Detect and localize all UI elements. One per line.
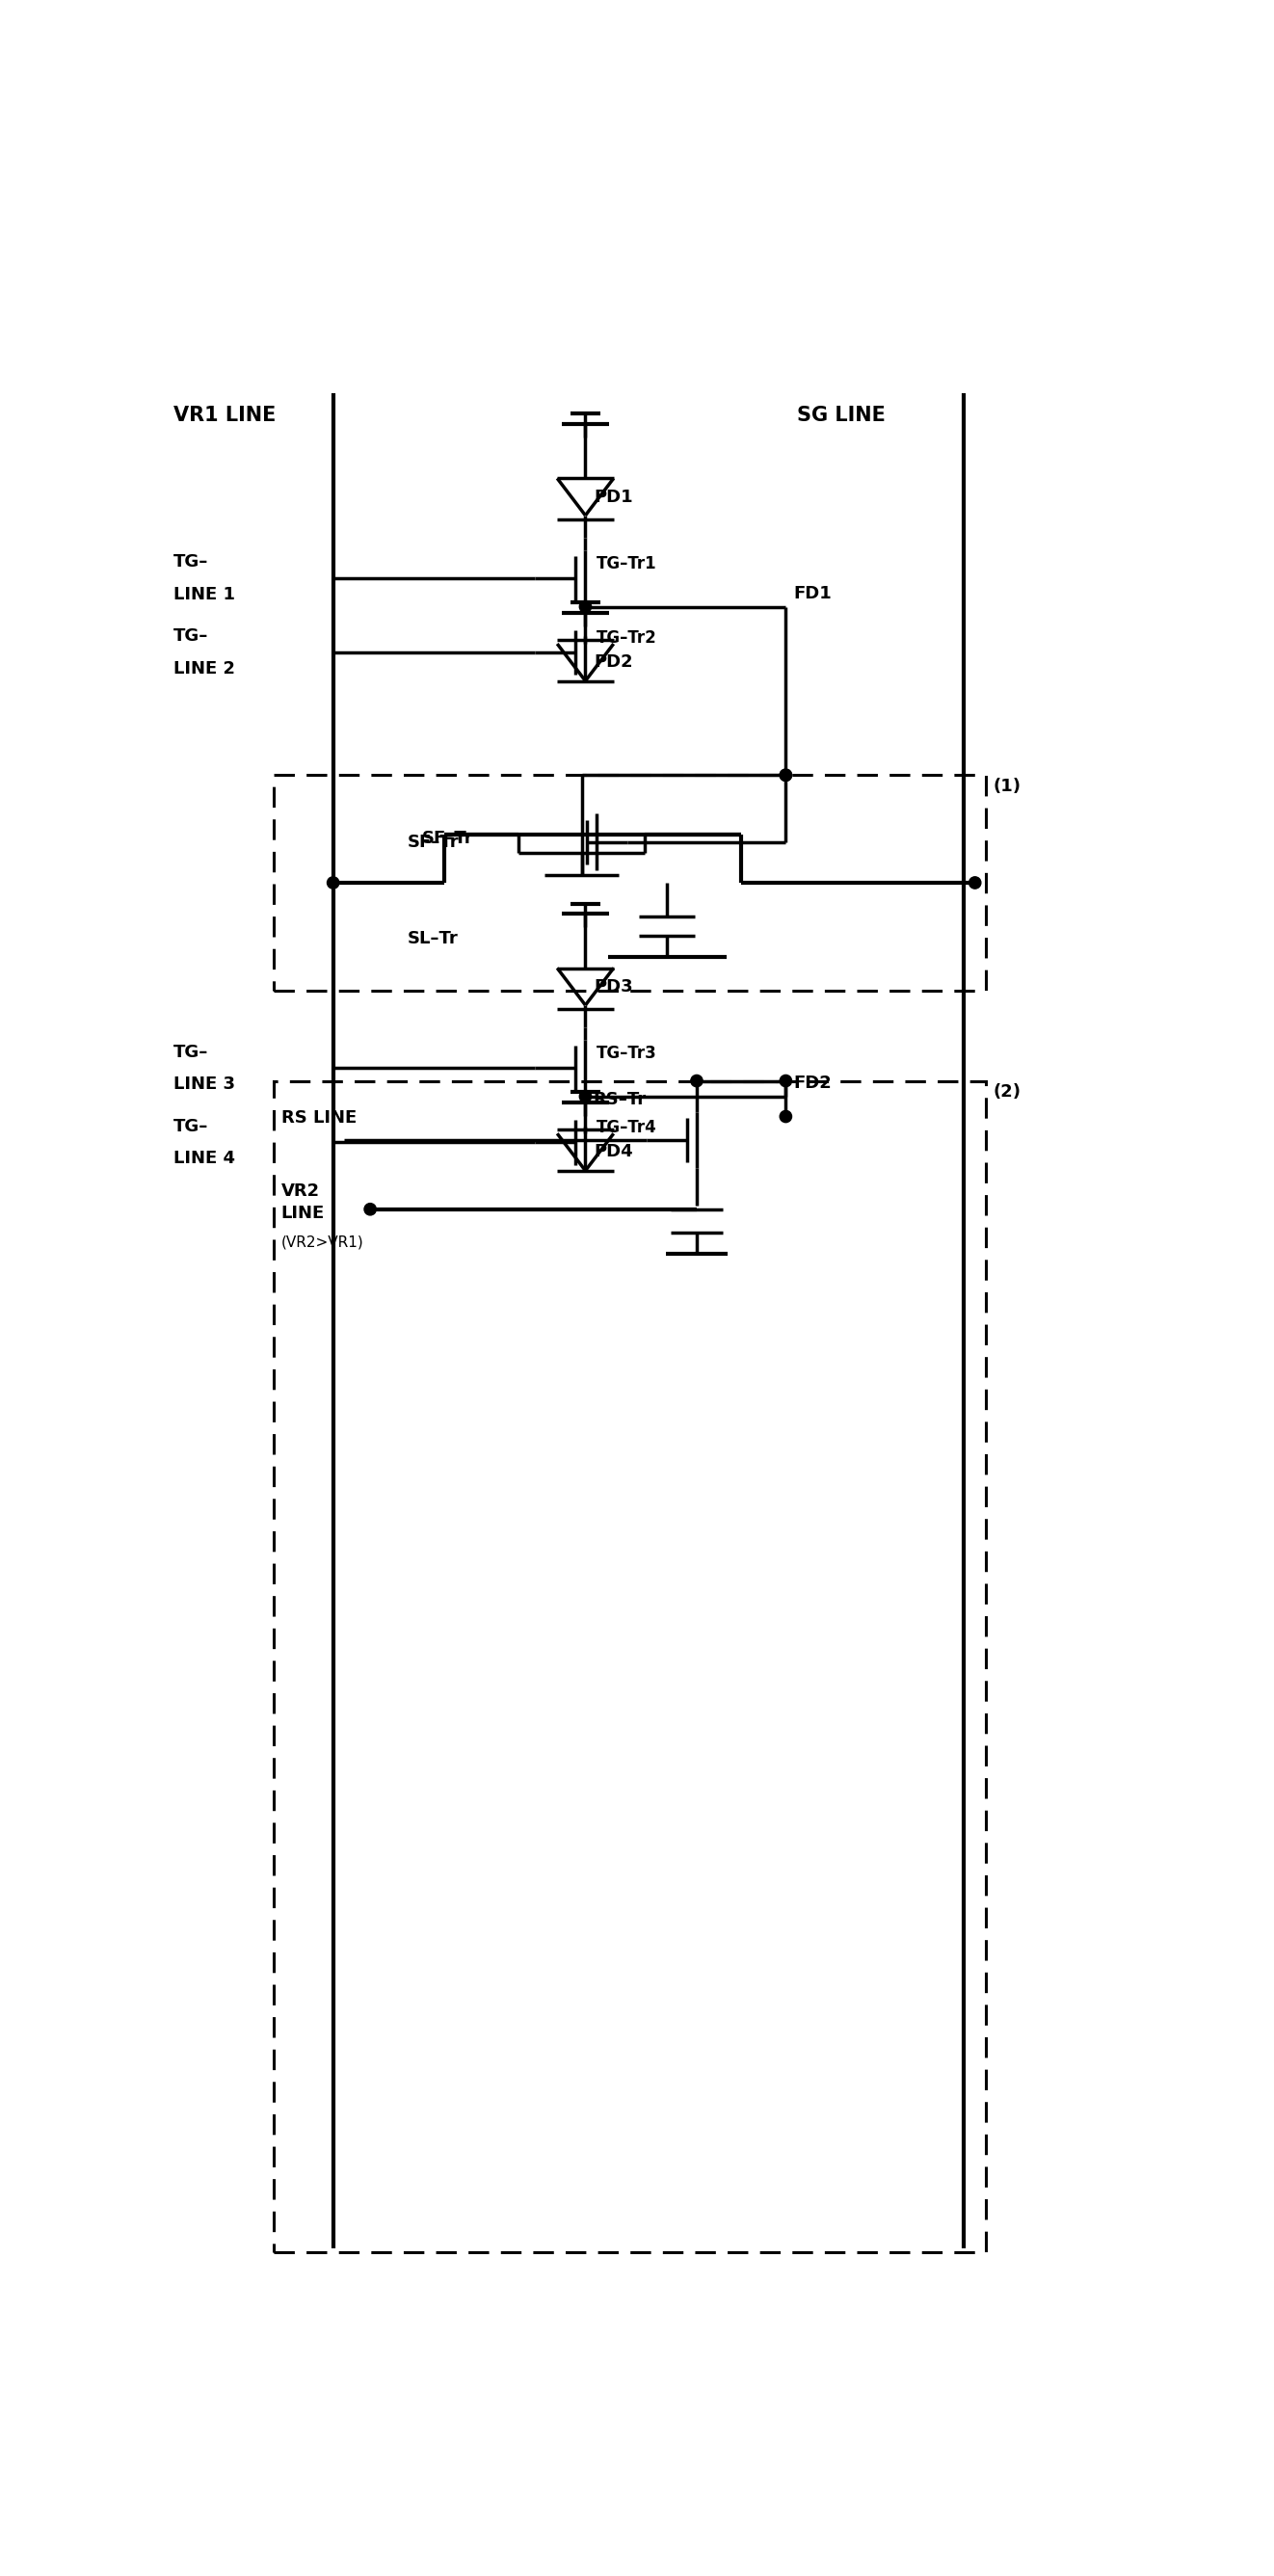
Text: LINE 2: LINE 2 xyxy=(173,659,236,677)
Text: LINE 4: LINE 4 xyxy=(173,1149,236,1167)
Text: TG–: TG– xyxy=(173,629,209,644)
Bar xyxy=(274,775,986,989)
Text: LINE 3: LINE 3 xyxy=(173,1077,236,1092)
Text: TG–: TG– xyxy=(173,554,209,572)
Text: TG–Tr1: TG–Tr1 xyxy=(596,554,657,572)
Text: RS–Tr: RS–Tr xyxy=(592,1090,646,1108)
Text: SF–Tr: SF–Tr xyxy=(422,829,474,848)
Text: PD2: PD2 xyxy=(594,654,633,670)
Circle shape xyxy=(780,1110,791,1123)
Text: VR2: VR2 xyxy=(282,1182,320,1200)
Text: (VR2>VR1): (VR2>VR1) xyxy=(282,1236,364,1249)
Circle shape xyxy=(364,1203,376,1216)
Circle shape xyxy=(691,1074,703,1087)
Text: LINE: LINE xyxy=(282,1203,325,1221)
Text: PD3: PD3 xyxy=(594,979,633,994)
Text: (1): (1) xyxy=(994,778,1022,796)
Circle shape xyxy=(327,876,339,889)
Text: TG–: TG– xyxy=(173,1118,209,1136)
Text: TG–Tr4: TG–Tr4 xyxy=(596,1118,657,1136)
Text: PD1: PD1 xyxy=(594,489,633,505)
Text: TG–Tr3: TG–Tr3 xyxy=(596,1046,657,1061)
Bar xyxy=(274,1082,986,2251)
Circle shape xyxy=(580,600,591,613)
Text: TG–Tr2: TG–Tr2 xyxy=(596,629,657,647)
Circle shape xyxy=(780,1074,791,1087)
Circle shape xyxy=(970,876,981,889)
Text: VR1 LINE: VR1 LINE xyxy=(173,404,276,425)
Text: PD4: PD4 xyxy=(594,1144,633,1162)
Text: RS LINE: RS LINE xyxy=(282,1110,357,1126)
Circle shape xyxy=(780,770,791,781)
Text: SF–Tr: SF–Tr xyxy=(408,832,459,850)
Text: FD2: FD2 xyxy=(794,1074,832,1092)
Circle shape xyxy=(780,770,791,781)
Text: LINE 1: LINE 1 xyxy=(173,587,236,603)
Text: (2): (2) xyxy=(994,1084,1022,1100)
Text: SL–Tr: SL–Tr xyxy=(408,930,459,948)
Text: FD1: FD1 xyxy=(794,585,832,603)
Text: TG–: TG– xyxy=(173,1043,209,1061)
Text: SG LINE: SG LINE xyxy=(796,404,885,425)
Circle shape xyxy=(580,1090,591,1103)
